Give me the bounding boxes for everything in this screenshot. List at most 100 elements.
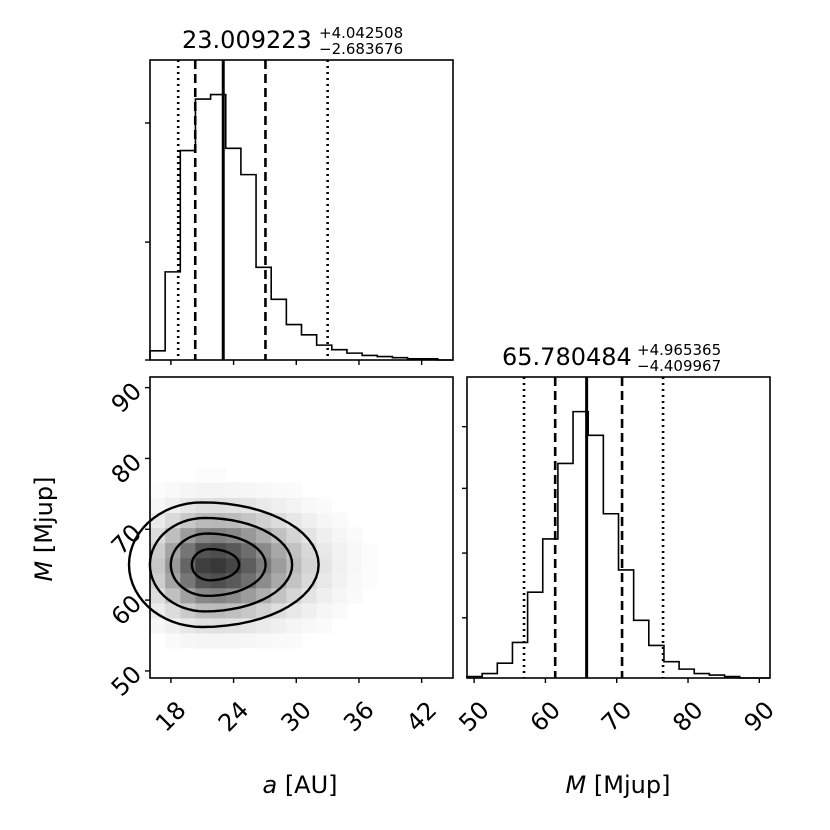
histogram-m-panel: 50 60 70 80 90 [453,376,780,737]
density-cell [225,482,242,498]
y-tick-label-m: 60 [106,589,147,630]
density-cell [286,632,303,649]
contour-line [169,532,267,598]
density-cell [150,617,166,634]
title-m-median: 65.780484 [502,343,632,371]
density-cell [362,542,378,559]
density-cell [286,497,303,514]
density-cell [271,632,287,649]
density-cell [165,587,181,604]
density-cell [316,512,333,529]
density-cell [331,542,348,559]
density-cell [150,587,166,604]
density-cell [165,527,181,544]
density-cell [225,632,242,649]
density-cell [210,632,227,649]
density-cell [301,497,318,514]
density-cell [210,467,227,483]
density-cell [150,482,166,498]
density-cell [165,602,181,619]
density-cell [271,527,287,544]
density-cell [286,557,303,574]
density-cell [286,527,303,544]
y-tick-label-m: 50 [106,660,147,701]
density-cell [210,497,227,514]
density-cell [240,587,257,604]
axes-frame-a-hist [149,59,454,361]
x-tick-label-M: 80 [667,696,708,737]
density-cell [271,617,287,634]
density-cell [150,602,166,619]
density-cell [301,527,318,544]
title-m-lower: −4.409967 [637,357,721,375]
density-cell [195,497,212,514]
density-cell [225,602,242,619]
density-cell [256,557,272,574]
density-cell [150,527,166,544]
density-cell [150,497,166,514]
density-cell [195,467,212,483]
density-cell [195,632,212,649]
density-cell [256,602,272,619]
density-cell [271,557,287,574]
density-cell [316,542,333,559]
density-cell [316,602,333,619]
density-cell [180,632,197,649]
density-cell [316,617,333,634]
histogram-step-M [466,410,770,679]
density-cell [240,557,257,574]
x-tick-label-a: 30 [276,696,317,737]
density-cell [286,617,303,634]
density-cell [331,572,348,589]
density-cell [180,572,197,589]
x-tick-label-a: 18 [150,696,191,737]
density-cell [346,587,363,604]
density-cell [165,617,181,634]
density-cell [301,602,318,619]
density-cell [256,512,272,529]
density-cell [316,587,333,604]
density-cell [331,587,348,604]
title-a-lower: −2.683676 [319,40,403,58]
title-m-upper: +4.965365 [637,341,721,359]
y-tick-label-m: 70 [106,519,147,560]
title-a: 23.009223 [182,26,312,54]
density-cell [346,572,363,589]
density-cell [362,557,378,574]
density-cell [256,482,272,498]
density-cell [180,602,197,619]
y-axis-label-m: M [Mjup] [30,477,58,582]
density-cell [195,482,212,498]
density-cell [331,602,348,619]
title-a-upper: +4.042508 [319,24,403,42]
density-cell [256,542,272,559]
density-cell [240,482,257,498]
density-cell [316,527,333,544]
density-cell [240,632,257,649]
density-cell [210,512,227,529]
density-cell [180,587,197,604]
density-cell [210,527,227,544]
density-cell [210,482,227,498]
density-cell [180,542,197,559]
density-cell [346,527,363,544]
density-cell [165,482,181,498]
histogram-a-panel [145,59,454,365]
density-cell [301,617,318,634]
density-cell [256,497,272,514]
density-cell [165,557,181,574]
density-cell [240,527,257,544]
title-m: 65.780484 [502,343,632,371]
density-cell [316,572,333,589]
contour-line [127,501,320,629]
density-cell [331,512,348,529]
density-cell [286,482,303,498]
title-a-median: 23.009223 [182,26,312,54]
x-axis-label-a: a [AU] [262,771,337,799]
density-cell [195,557,212,574]
density-cell [195,617,212,634]
axes-frame-joint [149,376,454,679]
x-tick-label-a: 42 [401,696,442,737]
x-tick-label-M: 50 [453,696,494,737]
